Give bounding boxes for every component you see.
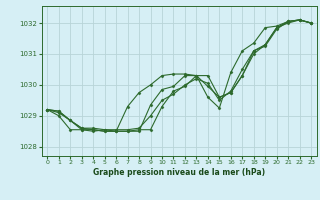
X-axis label: Graphe pression niveau de la mer (hPa): Graphe pression niveau de la mer (hPa) bbox=[93, 168, 265, 177]
